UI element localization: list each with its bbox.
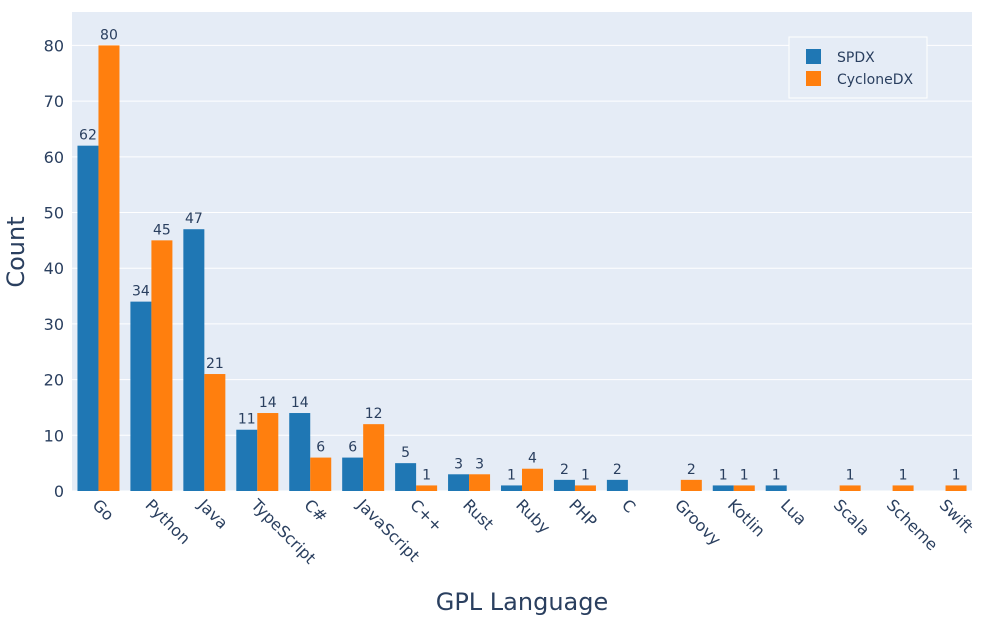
bar-cyclonedx-scheme bbox=[892, 485, 914, 491]
data-label: 3 bbox=[454, 456, 463, 472]
bar-cyclonedx-typescript bbox=[257, 413, 279, 491]
x-tick-label: Python bbox=[142, 495, 195, 548]
bar-spdx-javascript bbox=[342, 457, 364, 491]
bar-spdx-go bbox=[77, 145, 99, 491]
bar-cyclonedx-scala bbox=[839, 485, 861, 491]
bar-spdx-python bbox=[130, 301, 152, 491]
legend: SPDX CycloneDX bbox=[788, 36, 928, 99]
data-label: 5 bbox=[401, 445, 410, 461]
legend-label-cyclonedx: CycloneDX bbox=[837, 72, 913, 88]
data-label: 34 bbox=[132, 284, 150, 300]
x-axis-title: GPL Language bbox=[436, 588, 609, 616]
data-label: 2 bbox=[560, 462, 569, 478]
x-tick-label: Go bbox=[89, 495, 118, 524]
data-label: 6 bbox=[348, 440, 357, 456]
x-tick-label: C# bbox=[300, 495, 331, 526]
bar-cyclonedx-java bbox=[204, 374, 226, 491]
bar-cyclonedx-ruby bbox=[522, 468, 543, 491]
x-tick-label: Scheme bbox=[883, 495, 942, 554]
data-label: 14 bbox=[291, 395, 309, 411]
y-axis-ticks: 0 10 20 30 40 50 60 70 80 bbox=[44, 36, 64, 501]
data-label: 1 bbox=[952, 467, 961, 483]
bar-spdx-c- bbox=[289, 413, 311, 491]
bar-spdx-ruby bbox=[501, 485, 522, 491]
x-tick-label: C++ bbox=[406, 495, 446, 535]
bars bbox=[77, 45, 967, 491]
x-tick-label: C bbox=[618, 495, 639, 516]
data-label: 2 bbox=[613, 462, 622, 478]
bar-cyclonedx-php bbox=[574, 485, 596, 491]
y-tick-label: 30 bbox=[44, 315, 64, 334]
bar-spdx-kotlin bbox=[712, 485, 734, 491]
bar-cyclonedx-kotlin bbox=[733, 485, 755, 491]
data-label: 1 bbox=[740, 467, 749, 483]
legend-swatch-spdx bbox=[806, 49, 821, 64]
data-label: 1 bbox=[581, 467, 590, 483]
data-label: 14 bbox=[259, 395, 277, 411]
y-tick-label: 60 bbox=[44, 148, 64, 167]
y-tick-label: 0 bbox=[54, 482, 64, 501]
data-label: 1 bbox=[772, 467, 781, 483]
x-tick-label: Rust bbox=[459, 495, 497, 533]
data-label: 47 bbox=[185, 211, 203, 227]
x-tick-label: PHP bbox=[565, 495, 601, 531]
data-label: 1 bbox=[719, 467, 728, 483]
data-label: 1 bbox=[846, 467, 855, 483]
x-tick-label: Kotlin bbox=[724, 495, 769, 540]
data-label: 45 bbox=[153, 222, 171, 238]
bar-cyclonedx-c- bbox=[416, 485, 438, 491]
bar-cyclonedx-python bbox=[151, 240, 173, 491]
data-label: 6 bbox=[316, 440, 325, 456]
data-label: 1 bbox=[422, 467, 431, 483]
data-label: 1 bbox=[899, 467, 908, 483]
bar-cyclonedx-go bbox=[98, 45, 120, 491]
data-label: 80 bbox=[100, 27, 118, 43]
y-tick-label: 70 bbox=[44, 92, 64, 111]
x-tick-label: Groovy bbox=[671, 495, 725, 549]
data-label: 1 bbox=[507, 467, 516, 483]
y-tick-label: 50 bbox=[44, 204, 64, 223]
x-tick-label: Lua bbox=[777, 495, 811, 529]
bar-cyclonedx-javascript bbox=[363, 424, 385, 491]
data-label: 4 bbox=[528, 451, 537, 467]
bar-cyclonedx-groovy bbox=[680, 479, 702, 491]
y-tick-label: 10 bbox=[44, 426, 64, 445]
bar-spdx-typescript bbox=[236, 429, 258, 491]
bar-cyclonedx-rust bbox=[469, 474, 491, 491]
data-label: 3 bbox=[475, 456, 484, 472]
y-tick-label: 40 bbox=[44, 259, 64, 278]
bar-cyclonedx-c- bbox=[310, 457, 332, 491]
bar-spdx-lua bbox=[765, 485, 787, 491]
bar-spdx-c bbox=[606, 479, 628, 491]
x-tick-label: Swift bbox=[936, 495, 977, 536]
legend-label-spdx: SPDX bbox=[837, 50, 875, 66]
bar-spdx-php bbox=[553, 479, 575, 491]
legend-swatch-cyclonedx bbox=[806, 71, 821, 86]
y-axis-title: Count bbox=[2, 216, 30, 287]
bar-cyclonedx-swift bbox=[945, 485, 967, 491]
x-tick-label: Scala bbox=[830, 495, 874, 539]
bar-spdx-c- bbox=[395, 463, 417, 491]
x-tick-label: Ruby bbox=[512, 495, 554, 537]
legend-box bbox=[788, 36, 928, 99]
data-label: 62 bbox=[79, 128, 97, 144]
y-tick-label: 20 bbox=[44, 371, 64, 390]
y-tick-label: 80 bbox=[44, 36, 64, 55]
data-label: 21 bbox=[206, 356, 224, 372]
bar-spdx-rust bbox=[448, 474, 470, 491]
data-label: 11 bbox=[238, 412, 256, 428]
data-label: 2 bbox=[687, 462, 696, 478]
x-tick-label: Java bbox=[194, 495, 232, 533]
bar-spdx-java bbox=[183, 229, 205, 491]
data-label: 12 bbox=[365, 406, 383, 422]
